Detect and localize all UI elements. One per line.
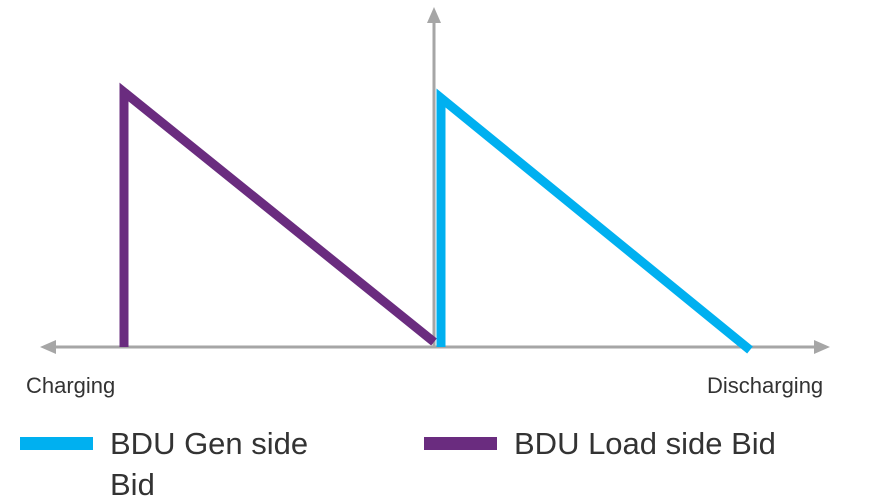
horizontal-axis-left-arrow — [40, 340, 56, 354]
legend-label-gen-side: BDU Gen side Bid — [110, 426, 317, 502]
axes — [40, 7, 830, 354]
legend-label-load-side: BDU Load side Bid — [514, 426, 776, 461]
legend-label-gen-side-line-2: Bid — [110, 467, 155, 502]
legend-swatch-gen-side — [20, 437, 93, 450]
gen-side-bid-line — [436, 88, 753, 354]
charging-label: Charging — [26, 373, 115, 398]
legend-label-gen-side-line-1: BDU Gen side — [110, 426, 308, 461]
discharging-label: Discharging — [707, 373, 823, 398]
legend-swatch-load-side — [424, 437, 497, 450]
load-side-bid-line — [119, 82, 437, 347]
vertical-axis-arrow — [427, 7, 441, 23]
legend: BDU Gen side Bid BDU Load side Bid — [20, 426, 776, 502]
horizontal-axis-right-arrow — [814, 340, 830, 354]
